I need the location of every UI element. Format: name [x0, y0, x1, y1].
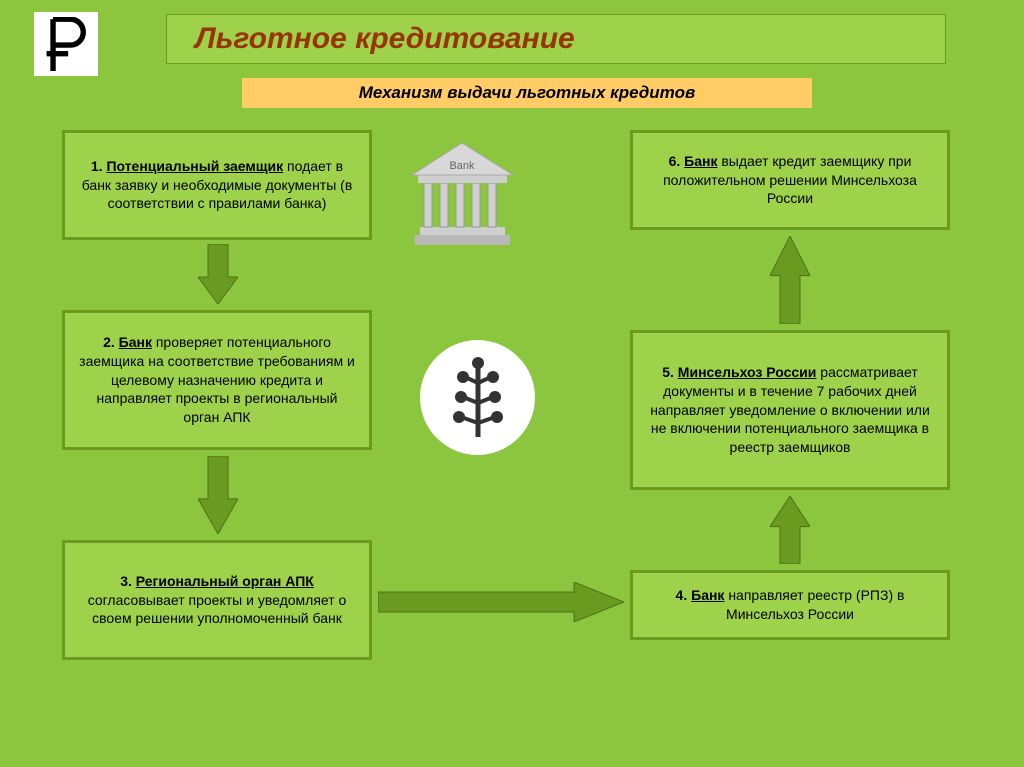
step-1-box: 1. Потенциальный заемщик подает в банк з… [62, 130, 372, 240]
step-6-box: 6. Банк выдает кредит заемщику при полож… [630, 130, 950, 230]
subtitle-bar: Механизм выдачи льготных кредитов [242, 78, 812, 108]
bank-icon: Bank [400, 135, 525, 255]
ruble-logo [34, 12, 98, 76]
arrow-up-2 [770, 236, 810, 324]
page-subtitle: Механизм выдачи льготных кредитов [359, 83, 695, 103]
step-2-box: 2. Банк проверяет потенциального заемщик… [62, 310, 372, 450]
arrow-down-1 [198, 244, 238, 304]
plant-icon [420, 340, 535, 455]
step-5-box: 5. Минсельхоз России рассматривает докум… [630, 330, 950, 490]
title-bar: Льготное кредитование [166, 14, 946, 64]
step-3-box: 3. Региональный орган АПК согласовывает … [62, 540, 372, 660]
arrow-up-1 [770, 496, 810, 564]
svg-text:Bank: Bank [449, 160, 475, 172]
arrow-down-2 [198, 456, 238, 534]
step-4-box: 4. Банк направляет реестр (РПЗ) в Минсел… [630, 570, 950, 640]
page-title: Льготное кредитование [195, 22, 575, 56]
ruble-icon [44, 17, 88, 71]
arrow-right [378, 582, 624, 622]
